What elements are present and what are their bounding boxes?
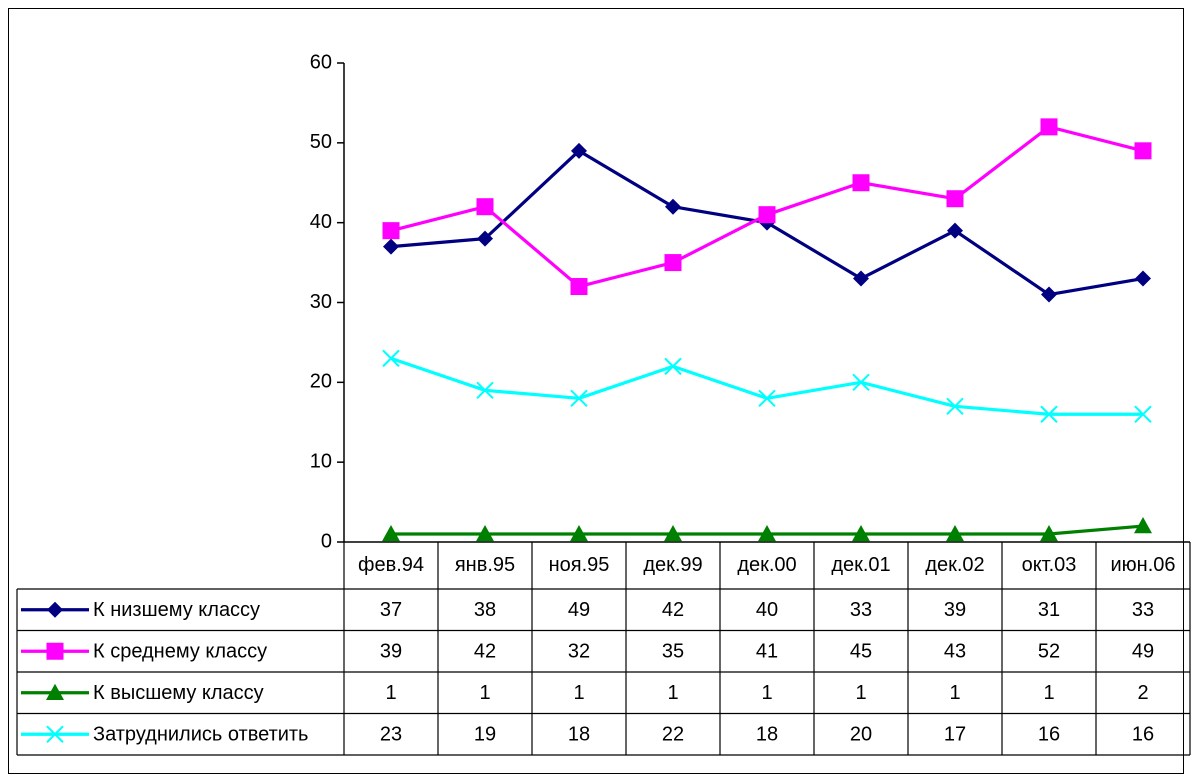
table-value-cell: 1 — [573, 682, 584, 704]
legend-series-name: Затруднились ответить — [93, 724, 308, 746]
data-point-2 — [1135, 142, 1152, 159]
table-value-cell: 42 — [474, 641, 496, 663]
y-tick-label: 30 — [310, 291, 332, 313]
x-tick-label: окт.03 — [1022, 554, 1077, 576]
table-value-cell: 22 — [662, 724, 684, 746]
table-value-cell: 1 — [761, 682, 772, 704]
x-tick-label: июн.06 — [1110, 554, 1175, 576]
table-value-cell: 32 — [568, 641, 590, 663]
table-value-cell: 1 — [479, 682, 490, 704]
table-value-cell: 23 — [380, 724, 402, 746]
data-point-2 — [477, 198, 494, 215]
table-value-cell: 17 — [944, 724, 966, 746]
table-value-cell: 33 — [1132, 599, 1154, 621]
legend-key-marker — [47, 602, 63, 618]
table-value-cell: 31 — [1038, 599, 1060, 621]
x-tick-label: дек.02 — [925, 554, 984, 576]
table-value-cell: 1 — [1043, 682, 1054, 704]
legend-series-name: К высшему классу — [93, 682, 264, 704]
table-value-cell: 18 — [568, 724, 590, 746]
x-tick-label: фев.94 — [358, 554, 424, 576]
table-value-cell: 41 — [756, 641, 778, 663]
x-tick-label: дек.00 — [737, 554, 796, 576]
series-line-4 — [391, 358, 1143, 414]
table-value-cell: 19 — [474, 724, 496, 746]
data-point-1 — [383, 239, 399, 255]
table-value-cell: 1 — [667, 682, 678, 704]
table-value-cell: 16 — [1132, 724, 1154, 746]
data-point-1 — [665, 199, 681, 215]
y-tick-label: 50 — [310, 131, 332, 153]
y-tick-label: 10 — [310, 450, 332, 472]
table-value-cell: 1 — [855, 682, 866, 704]
table-value-cell: 39 — [944, 599, 966, 621]
x-tick-label: янв.95 — [455, 554, 515, 576]
x-tick-label: ноя.95 — [549, 554, 610, 576]
data-point-2 — [665, 254, 682, 271]
table-value-cell: 42 — [662, 599, 684, 621]
data-point-2 — [947, 190, 964, 207]
data-point-4 — [383, 350, 399, 366]
table-value-cell: 35 — [662, 641, 684, 663]
table-value-cell: 38 — [474, 599, 496, 621]
table-value-cell: 43 — [944, 641, 966, 663]
x-tick-label: дек.99 — [643, 554, 702, 576]
data-point-2 — [571, 278, 588, 295]
data-point-2 — [759, 206, 776, 223]
table-value-cell: 18 — [756, 724, 778, 746]
y-tick-label: 0 — [321, 530, 332, 552]
table-value-cell: 20 — [850, 724, 872, 746]
table-value-cell: 40 — [756, 599, 778, 621]
table-value-cell: 37 — [380, 599, 402, 621]
table-value-cell: 52 — [1038, 641, 1060, 663]
table-value-cell: 45 — [850, 641, 872, 663]
data-point-2 — [853, 174, 870, 191]
data-point-1 — [853, 271, 869, 287]
data-point-2 — [1041, 118, 1058, 135]
table-value-cell: 33 — [850, 599, 872, 621]
y-tick-label: 40 — [310, 211, 332, 233]
table-value-cell: 2 — [1137, 682, 1148, 704]
data-point-2 — [383, 222, 400, 239]
data-point-4 — [665, 358, 681, 374]
legend-series-name: К среднему классу — [93, 641, 267, 663]
table-value-cell: 49 — [1132, 641, 1154, 663]
legend-series-name: К низшему классу — [93, 599, 260, 621]
table-value-cell: 49 — [568, 599, 590, 621]
table-value-cell: 16 — [1038, 724, 1060, 746]
table-value-cell: 1 — [949, 682, 960, 704]
table-value-cell: 39 — [380, 641, 402, 663]
y-tick-label: 20 — [310, 371, 332, 393]
legend-key-marker — [47, 643, 64, 660]
x-tick-label: дек.01 — [831, 554, 890, 576]
data-point-1 — [1135, 271, 1151, 287]
y-tick-label: 60 — [310, 51, 332, 73]
table-value-cell: 1 — [385, 682, 396, 704]
